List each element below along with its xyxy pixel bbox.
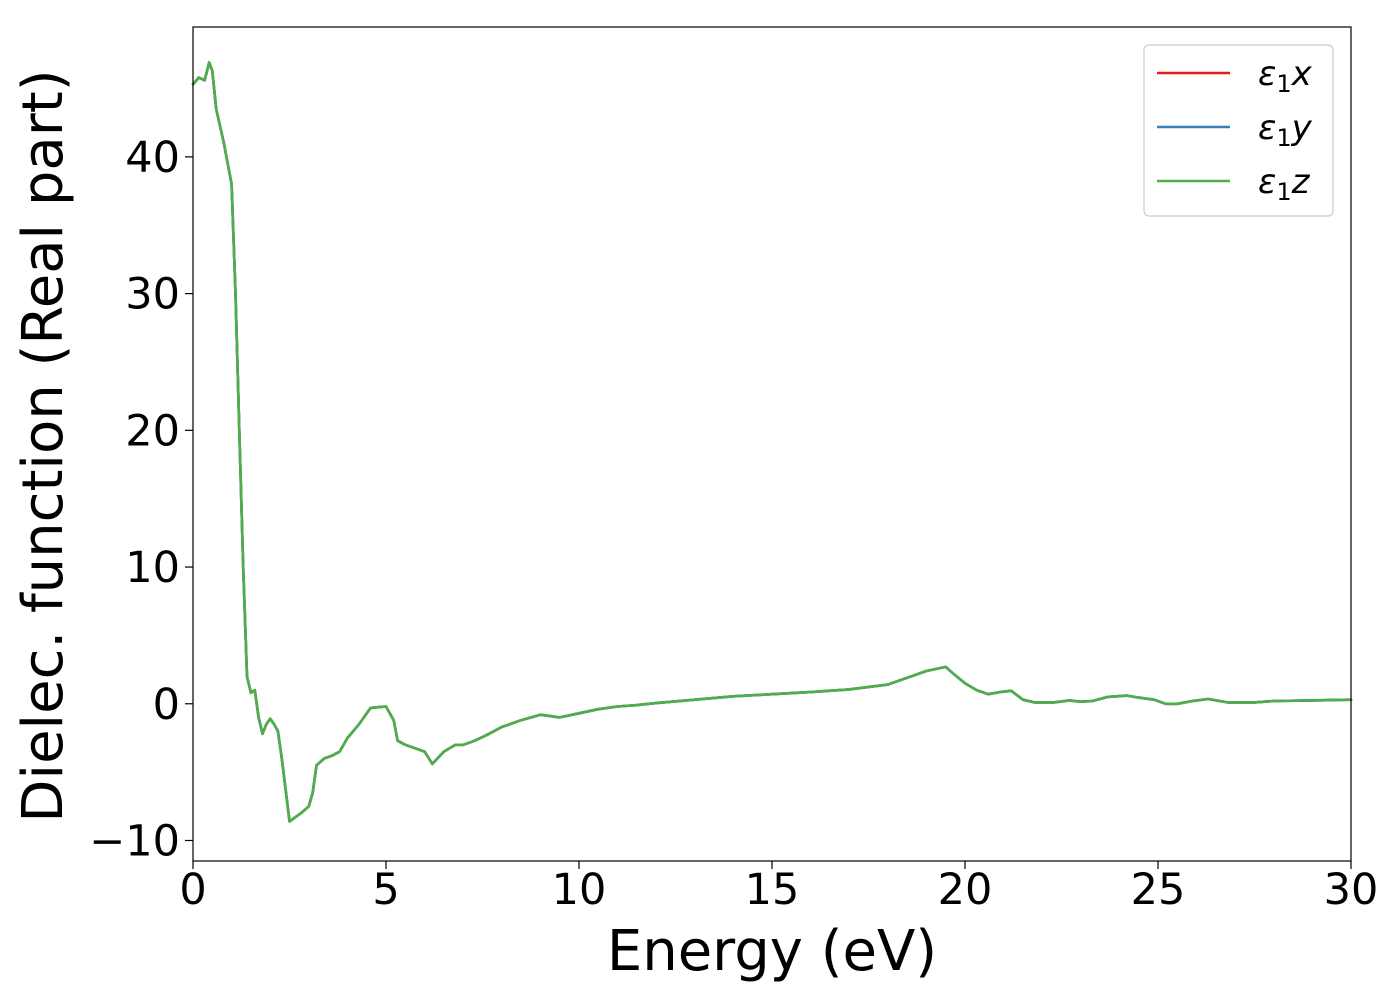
- y-tick-label: 0: [153, 680, 180, 730]
- y-tick-label: 10: [125, 543, 180, 593]
- x-tick-label: 30: [1324, 865, 1379, 915]
- legend: ε1x ε1y ε1z: [1143, 44, 1334, 217]
- y-axis-label: Dielec. function (Real part): [11, 69, 76, 822]
- y-tick-label: −10: [89, 816, 180, 866]
- y-tick-label: 40: [125, 133, 180, 183]
- x-tick-label: 0: [179, 865, 206, 915]
- x-tick-label: 10: [552, 865, 607, 915]
- y-axis-ticks: −10 0 10 20 30 40: [89, 133, 193, 866]
- y-tick-label: 30: [125, 270, 180, 320]
- x-tick-label: 15: [745, 865, 800, 915]
- x-tick-label: 25: [1131, 865, 1186, 915]
- y-tick-label: 20: [125, 406, 180, 456]
- x-tick-label: 5: [372, 865, 399, 915]
- legend-entry-label: ε1x: [1258, 54, 1313, 98]
- x-tick-label: 20: [938, 865, 993, 915]
- x-axis-label: Energy (eV): [607, 919, 937, 984]
- series-layer: [191, 61, 1353, 823]
- legend-items: ε1x ε1y ε1z: [1157, 54, 1313, 206]
- legend-box: [1143, 44, 1334, 217]
- legend-entry-label: ε1z: [1258, 162, 1311, 206]
- x-axis-ticks: 0 5 10 15 20 25 30: [179, 861, 1378, 915]
- series-line-3: [191, 61, 1353, 823]
- legend-entry-label: ε1y: [1258, 108, 1313, 152]
